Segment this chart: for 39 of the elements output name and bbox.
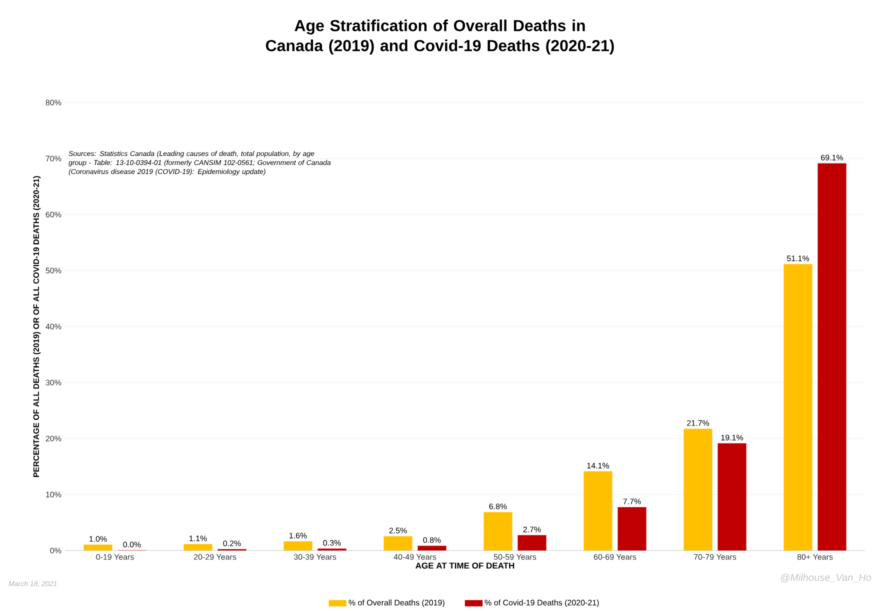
data-label: 2.7%: [523, 526, 541, 532]
x-tick-label: 0-19 Years: [96, 554, 134, 560]
data-label: 1.1%: [190, 536, 207, 542]
legend-label: % of Overall Deaths (2019): [348, 600, 444, 608]
data-label: 7.7%: [623, 498, 641, 504]
data-label: 0.0%: [123, 542, 141, 548]
y-tick-label: 40%: [46, 324, 62, 330]
data-label: 14.1%: [587, 462, 610, 468]
y-tick-label: 70%: [46, 156, 62, 162]
x-tick-label: 80+ Years: [797, 554, 833, 560]
legend-label: % of Covid-19 Deaths (2020-21): [484, 600, 599, 608]
data-label: 21.7%: [687, 420, 710, 426]
data-label: 1.6%: [290, 532, 307, 538]
data-label: 0.8%: [423, 537, 441, 543]
y-axis-title: PERCENTAGE OF ALL DEATHS (2019) OR OF ALL COVID-19 DEATHS (2020-21): [33, 176, 41, 477]
data-label: 1.0%: [90, 536, 107, 542]
y-tick-label: 50%: [46, 268, 62, 274]
data-label: 0.2%: [223, 540, 241, 546]
data-label: 2.5%: [389, 528, 407, 534]
chart-title: Age Stratification of Overall Deaths in Canada (2019) and Covid-19 Deaths (2020-21): [266, 20, 614, 55]
x-tick-label: 50-59 Years: [494, 554, 536, 560]
y-tick-label: 0%: [50, 548, 62, 554]
y-tick-label: 60%: [46, 212, 62, 218]
x-axis-title: AGE AT TIME OF DEATH: [416, 562, 514, 569]
data-label: 6.8%: [489, 504, 507, 510]
x-tick-label: 40-49 Years: [394, 554, 436, 560]
x-tick-label: 30-39 Years: [294, 554, 336, 560]
x-tick-label: 60-69 Years: [594, 554, 636, 560]
data-label: 19.1%: [721, 434, 744, 440]
y-tick-label: 80%: [46, 100, 62, 106]
data-label: 69.1%: [821, 154, 844, 160]
x-tick-label: 20-29 Years: [194, 554, 236, 560]
y-tick-label: 20%: [46, 436, 62, 442]
x-tick-label: 70-79 Years: [694, 554, 736, 560]
data-label: 51.1%: [786, 256, 810, 262]
y-tick-label: 30%: [46, 380, 62, 386]
text: @Milhouse_Van_Ho: [780, 574, 872, 582]
y-tick-label: 10%: [46, 492, 62, 498]
data-label: 0.3%: [323, 540, 341, 546]
